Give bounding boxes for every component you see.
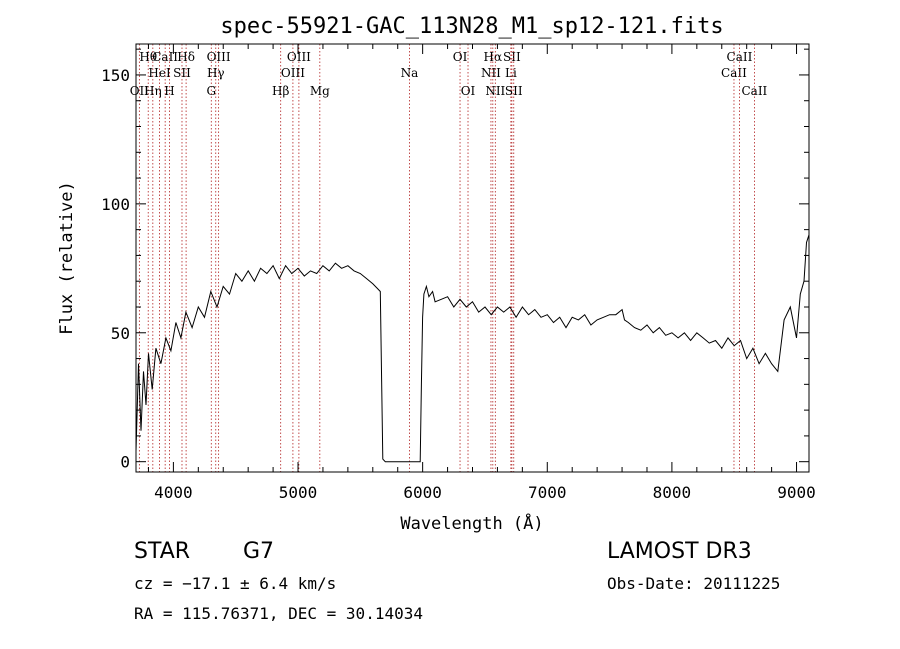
spectral-line-label: OI (453, 50, 468, 64)
spectral-line-label: NII (481, 66, 501, 80)
spectral-line-label: NII (485, 84, 505, 98)
spectral-line-label: Hγ (207, 66, 225, 80)
y-tick-label: 150 (101, 66, 130, 85)
survey-name: LAMOST DR3 (607, 539, 752, 564)
y-axis-ticks: 0 50 100 150 (101, 48, 809, 472)
spectral-line-label: Hα (484, 50, 503, 64)
spectral-line-label: G (206, 84, 216, 98)
spectral-line-label: HeI (148, 66, 171, 80)
y-tick-label: 0 (120, 453, 130, 472)
x-axis-ticks: 4000 5000 6000 7000 8000 9000 (147, 44, 816, 502)
spectral-line-label: SII (173, 66, 191, 80)
spectral-line-label: OI (461, 84, 476, 98)
x-tick-label: 7000 (528, 483, 567, 502)
flux-series-line (135, 234, 810, 463)
y-axis-label: Flux (relative) (57, 181, 77, 335)
spectral-line-label: SII (503, 50, 521, 64)
spectral-line-label: OIII (281, 66, 305, 80)
spectral-line-label: OII (130, 84, 150, 98)
spectral-line-label: SII (505, 84, 523, 98)
spectral-line-label: CaII (152, 50, 178, 64)
x-tick-label: 5000 (279, 483, 318, 502)
x-tick-label: 6000 (403, 483, 442, 502)
spectral-line-label: OIII (287, 50, 311, 64)
spectral-line-label: Hη (144, 84, 162, 98)
object-subclass: G7 (243, 539, 275, 564)
x-tick-label: 4000 (154, 483, 193, 502)
ra-dec-coordinates: RA = 115.76371, DEC = 30.14034 (134, 604, 423, 623)
spectral-line-label: Na (401, 66, 419, 80)
spectral-line-label: Hβ (272, 84, 289, 98)
plot-frame (135, 43, 810, 473)
spectral-line-label: CaII (741, 84, 767, 98)
spectral-line-label: OIII (207, 50, 231, 64)
x-tick-label: 9000 (777, 483, 816, 502)
x-axis-label: Wavelength (Å) (400, 512, 543, 534)
observation-date: Obs-Date: 20111225 (607, 574, 781, 593)
chart-title: spec-55921-GAC_113N28_M1_sp12-121.fits (220, 14, 723, 39)
spectral-line-label: Hθ (139, 50, 157, 64)
spectral-line-label: CaII (721, 66, 747, 80)
x-tick-label: 8000 (653, 483, 692, 502)
spectral-line-label: CaII (727, 50, 753, 64)
redshift-velocity: cz = −17.1 ± 6.4 km/s (134, 574, 337, 593)
y-tick-label: 100 (101, 195, 130, 214)
spectral-line-label: Hδ (177, 50, 195, 64)
spectral-line-label: Li (505, 66, 517, 80)
spectral-line-label: Mg (310, 84, 330, 98)
spectral-line-label: H (164, 84, 174, 98)
y-tick-label: 50 (111, 324, 130, 343)
object-class: STAR (134, 539, 191, 564)
